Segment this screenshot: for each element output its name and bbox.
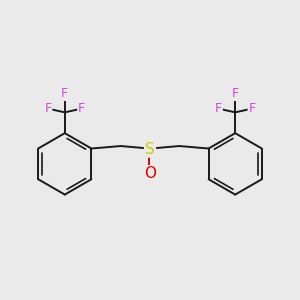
Text: S: S: [145, 142, 155, 157]
Text: F: F: [232, 87, 239, 100]
Text: F: F: [78, 102, 85, 115]
Text: F: F: [44, 102, 51, 115]
Text: O: O: [144, 166, 156, 181]
Text: F: F: [61, 87, 68, 100]
Text: F: F: [249, 102, 256, 115]
Text: F: F: [215, 102, 222, 115]
